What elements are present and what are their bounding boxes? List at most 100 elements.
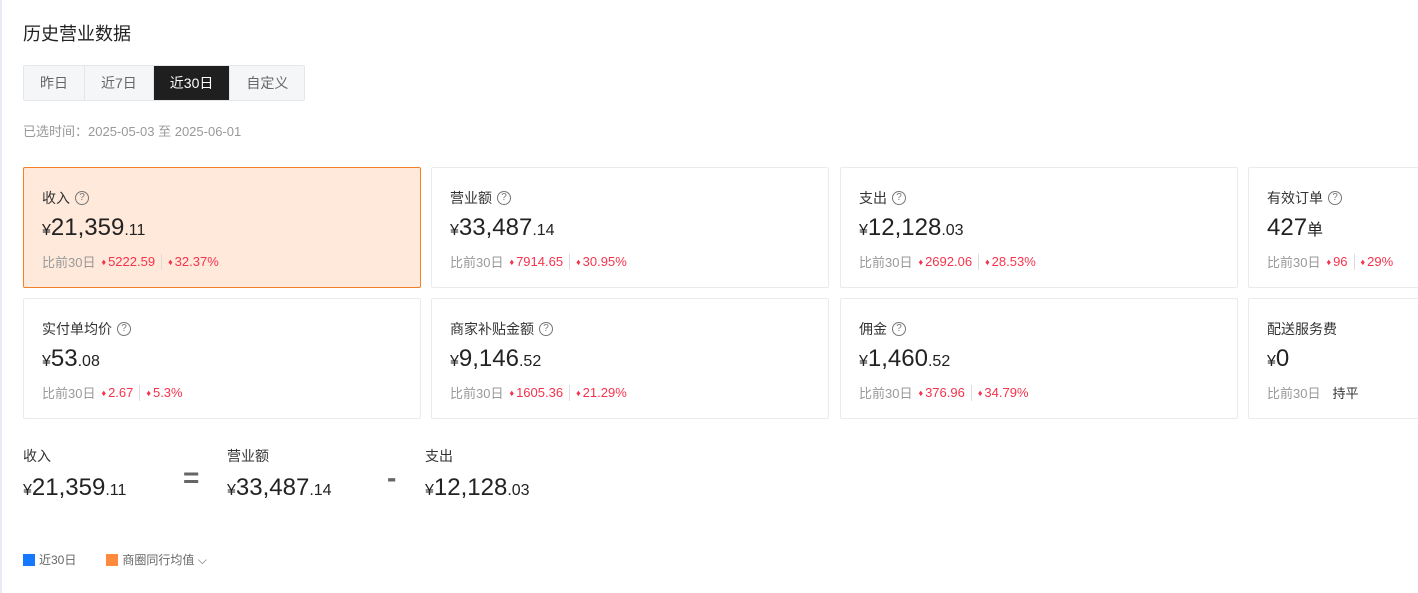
metric-card[interactable]: 实付单均价? ¥53.08 比前30日 2.67 5.3% [23,298,421,419]
page-title: 历史营业数据 [23,24,131,44]
metric-card[interactable]: 支出? ¥12,128.03 比前30日 2692.06 28.53% [840,167,1238,288]
value-int: 1,460 [867,345,928,372]
value-dec: .52 [927,353,951,370]
diff-value: 2692.06 [918,254,972,269]
tab-昨日[interactable]: 昨日 [24,66,85,100]
help-icon[interactable]: ? [497,191,511,205]
compare-label: 比前30日 [1267,386,1321,401]
compare-label: 比前30日 [859,386,913,401]
chart-legend: 近30日 商圈同行均值 ⌵ [23,551,207,568]
currency: ¥ [42,353,51,370]
currency: ¥ [450,353,459,370]
tab-近7日[interactable]: 近7日 [85,66,154,100]
divider [1353,253,1355,270]
compare-label: 比前30日 [42,386,96,401]
selected-range: 已选时间：2025-05-03 至 2025-06-01 [23,124,242,139]
metric-value: ¥21,359.11 [42,214,402,244]
value-int: 21,359 [31,474,106,501]
equals-sign: = [183,462,200,493]
divider [161,253,163,270]
metric-value: ¥12,128.03 [859,214,1219,244]
currency: ¥ [1267,353,1276,370]
metric-name: 有效订单 [1267,190,1323,206]
help-icon[interactable]: ? [892,191,906,205]
metric-card[interactable]: 佣金? ¥1,460.52 比前30日 376.96 34.79% [840,298,1238,419]
comparison: 比前30日 持平 [1267,383,1401,402]
comparison: 比前30日 2.67 5.3% [42,383,402,402]
metric-card[interactable]: 营业额? ¥33,487.14 比前30日 7914.65 30.95% [431,167,829,288]
formula-item: 收入 ¥21,359.11 [23,446,126,502]
currency: ¥ [859,353,868,370]
metric-card[interactable]: 收入? ¥21,359.11 比前30日 5222.59 32.37% [23,167,421,288]
divider [978,253,980,270]
compare-label: 比前30日 [859,255,913,270]
diff-percent: 21.29% [576,385,627,400]
metric-value: 427单 [1267,214,1401,244]
metric-name: 配送服务费 [1267,321,1337,337]
metric-label: 实付单均价? [42,319,402,339]
legend-item: 近30日 [23,551,76,568]
chevron-down-icon[interactable]: ⌵ [194,553,207,567]
value-int: 21,359 [50,214,125,241]
value-dec: 单 [1307,222,1324,239]
comparison: 比前30日 7914.65 30.95% [450,252,810,271]
value-int: 33,487 [458,214,533,241]
help-icon[interactable]: ? [539,322,553,336]
value-dec: .11 [105,482,127,499]
metric-label: 佣金? [859,319,1219,339]
metric-value: ¥33,487.14 [450,214,810,244]
date-range-tabs: 昨日 近7日 近30日 自定义 [23,65,306,101]
metric-value: ¥1,460.52 [859,345,1219,375]
legend-item[interactable]: 商圈同行均值 ⌵ [106,551,207,568]
divider [970,384,972,401]
help-icon[interactable]: ? [75,191,89,205]
compare-label: 比前30日 [450,255,504,270]
metric-label: 配送服务费 [1267,319,1401,339]
value-int: 9,146 [458,345,519,372]
formula-value: ¥12,128.03 [425,474,530,502]
diff-value: 7914.65 [509,254,563,269]
minus-sign: - [387,462,397,493]
metric-card[interactable]: 商家补贴金额? ¥9,146.52 比前30日 1605.36 21.29% [431,298,829,419]
value-dec: .14 [309,482,332,499]
formula-value: ¥33,487.14 [227,474,332,502]
metric-value: ¥0 [1267,345,1401,375]
tab-自定义[interactable]: 自定义 [230,66,305,100]
formula-label: 支出 [425,448,453,464]
metric-label: 商家补贴金额? [450,319,810,339]
metric-name: 佣金 [859,321,887,337]
metric-name: 实付单均价 [42,321,112,337]
help-icon[interactable]: ? [1328,191,1342,205]
help-icon[interactable]: ? [117,322,131,336]
formula-item: 营业额 ¥33,487.14 [227,446,332,502]
metric-card[interactable]: 配送服务费 ¥0 比前30日 持平 [1248,298,1418,419]
compare-label: 比前30日 [42,255,96,270]
metric-label: 收入? [42,188,402,208]
divider [569,253,571,270]
value-dec: .11 [124,222,146,239]
diff-percent: 32.37% [168,254,219,269]
comparison: 比前30日 1605.36 21.29% [450,383,810,402]
legend-label: 近30日 [39,553,77,567]
value-dec: .08 [77,353,100,370]
formula-item: 支出 ¥12,128.03 [425,446,530,502]
tab-近30日[interactable]: 近30日 [153,66,231,100]
metric-name: 营业额 [450,190,492,206]
metric-name: 支出 [859,190,887,206]
value-int: 427 [1267,214,1308,241]
divider [569,384,571,401]
flat-status: 持平 [1332,386,1359,401]
help-icon[interactable]: ? [892,322,906,336]
currency: ¥ [42,222,51,239]
comparison: 比前30日 5222.59 32.37% [42,252,402,271]
value-int: 33,487 [235,474,310,501]
value-dec: .52 [518,353,542,370]
value-dec: .03 [941,222,964,239]
currency: ¥ [425,482,434,499]
comparison: 比前30日 96 29% [1267,252,1401,271]
formula-value: ¥21,359.11 [23,474,126,502]
value-int: 12,128 [867,214,942,241]
formula-label: 收入 [23,448,51,464]
metric-name: 收入 [42,190,70,206]
